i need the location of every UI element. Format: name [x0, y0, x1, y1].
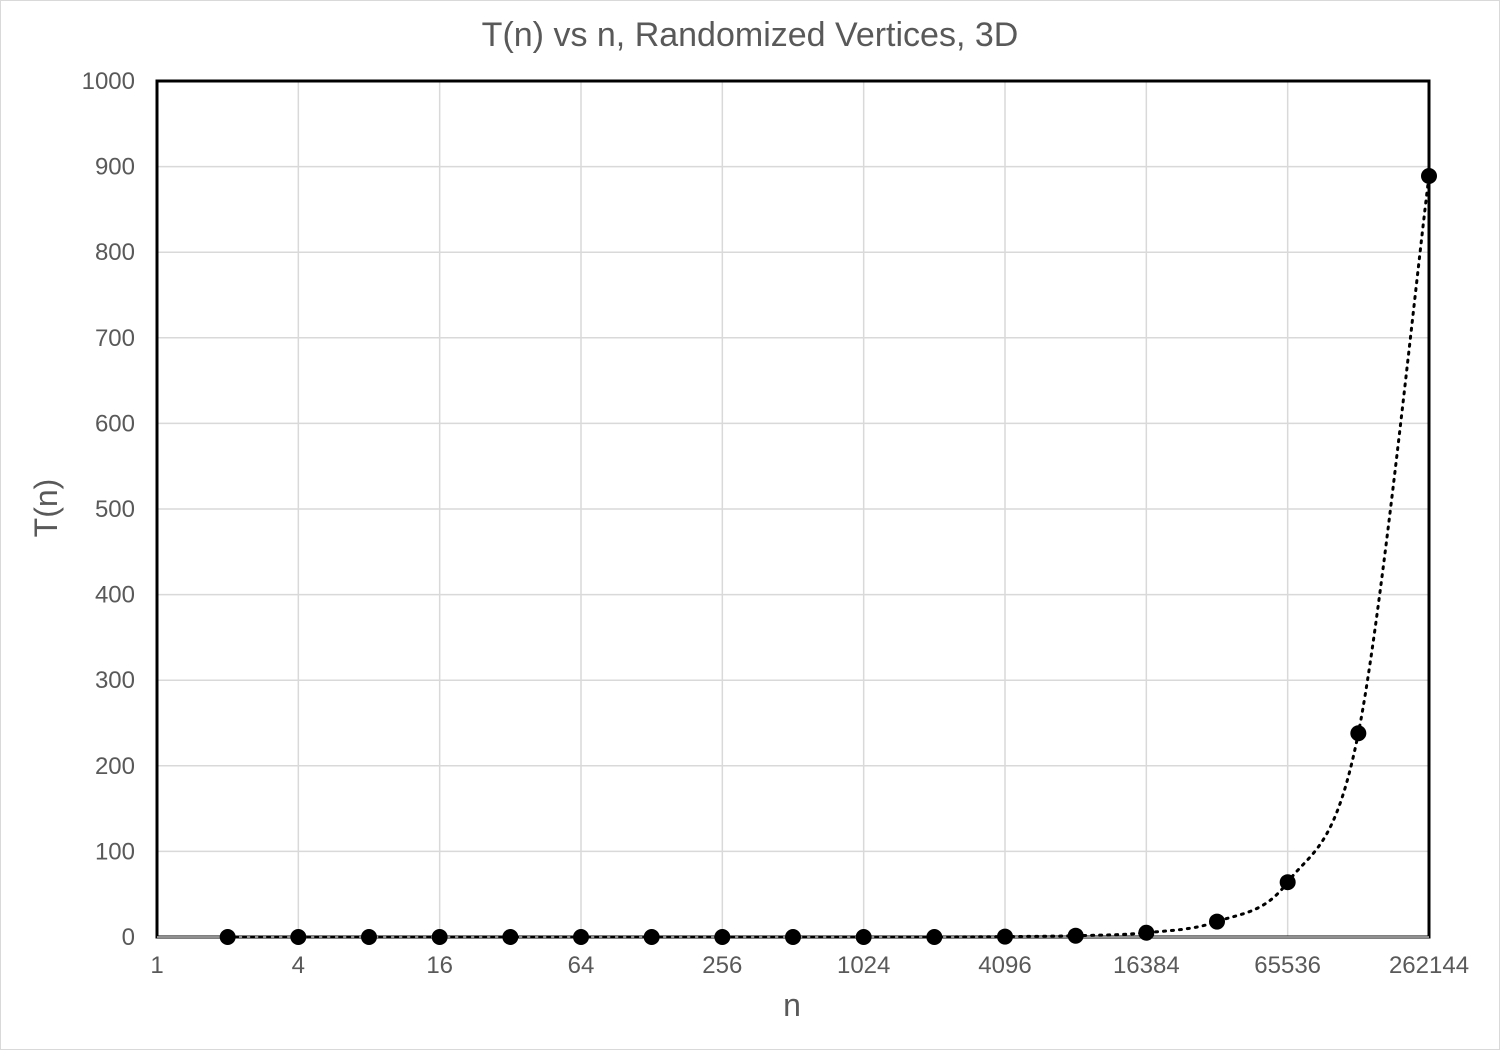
y-tick-label: 600 — [95, 410, 135, 437]
y-tick-label: 900 — [95, 154, 135, 181]
y-tick-label: 400 — [95, 582, 135, 609]
x-tick-label: 1 — [150, 952, 163, 979]
data-point — [1421, 168, 1437, 185]
x-tick-label: 64 — [568, 952, 595, 979]
y-tick-label: 300 — [95, 667, 135, 694]
data-point — [1279, 874, 1296, 891]
data-point — [714, 929, 731, 945]
x-axis-tick-labels: 1 4 16 64 256 1024 4096 16384 65536 262144 — [150, 952, 1469, 979]
data-point — [643, 929, 660, 945]
grid — [156, 80, 1430, 938]
data-point — [431, 929, 448, 945]
y-tick-label: 1000 — [82, 68, 135, 95]
x-tick-label: 262144 — [1389, 952, 1469, 979]
data-point — [1209, 913, 1225, 930]
y-tick-label: 200 — [95, 753, 135, 780]
x-tick-label: 4 — [292, 952, 305, 979]
data-point — [573, 929, 589, 945]
x-tick-label: 4096 — [978, 952, 1031, 979]
data-point — [502, 929, 519, 945]
x-tick-label: 256 — [702, 952, 742, 979]
data-point — [926, 929, 943, 945]
y-tick-label: 500 — [95, 496, 135, 523]
data-point — [361, 929, 377, 945]
x-tick-label: 65536 — [1254, 952, 1321, 979]
y-tick-label: 800 — [95, 239, 135, 266]
y-tick-label: 700 — [95, 325, 135, 352]
x-tick-label: 16 — [426, 952, 453, 979]
y-tick-label: 0 — [122, 924, 135, 951]
data-point — [290, 929, 307, 945]
data-point — [855, 929, 872, 945]
data-points — [219, 168, 1437, 945]
x-tick-label: 16384 — [1113, 952, 1180, 979]
data-point — [1138, 924, 1155, 941]
data-point — [997, 928, 1013, 945]
y-tick-label: 100 — [95, 838, 135, 865]
data-point — [1067, 927, 1084, 944]
trendline — [226, 174, 1431, 939]
data-point — [1350, 725, 1367, 742]
chart-title: T(n) vs n, Randomized Vertices, 3D — [482, 16, 1019, 54]
data-point — [219, 929, 236, 945]
x-tick-label: 1024 — [837, 952, 890, 979]
data-point — [785, 929, 801, 945]
x-axis-title: n — [783, 987, 801, 1023]
y-axis-tick-labels: 0 100 200 300 400 500 600 700 800 900 1000 — [82, 68, 135, 951]
y-axis-title: T(n) — [28, 479, 64, 538]
